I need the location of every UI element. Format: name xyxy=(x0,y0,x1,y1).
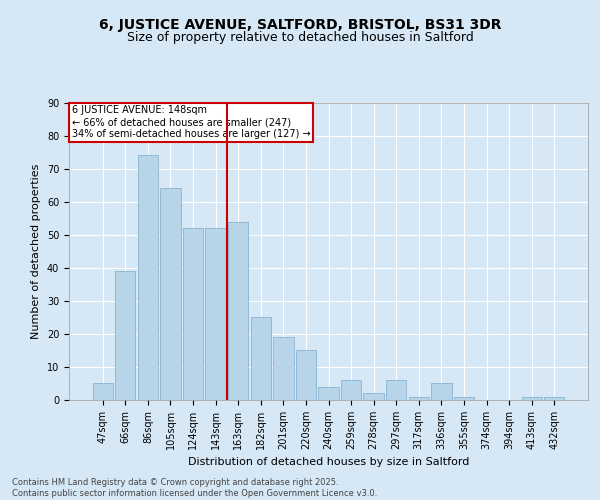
Bar xyxy=(205,228,226,400)
Text: Contains HM Land Registry data © Crown copyright and database right 2025.
Contai: Contains HM Land Registry data © Crown c… xyxy=(12,478,377,498)
Text: 6 JUSTICE AVENUE: 148sqm
← 66% of detached houses are smaller (247)
34% of semi-: 6 JUSTICE AVENUE: 148sqm ← 66% of detach… xyxy=(71,106,310,138)
Text: 6, JUSTICE AVENUE, SALTFORD, BRISTOL, BS31 3DR: 6, JUSTICE AVENUE, SALTFORD, BRISTOL, BS… xyxy=(99,18,501,32)
Text: Size of property relative to detached houses in Saltford: Size of property relative to detached ho… xyxy=(127,31,473,44)
Bar xyxy=(431,384,452,400)
Bar xyxy=(251,318,271,400)
Bar xyxy=(115,271,136,400)
Bar xyxy=(409,396,429,400)
Bar xyxy=(273,337,293,400)
X-axis label: Distribution of detached houses by size in Saltford: Distribution of detached houses by size … xyxy=(188,458,469,468)
Bar xyxy=(160,188,181,400)
Bar xyxy=(92,384,113,400)
Bar xyxy=(319,387,338,400)
Bar xyxy=(454,396,474,400)
Y-axis label: Number of detached properties: Number of detached properties xyxy=(31,164,41,339)
Bar xyxy=(296,350,316,400)
Bar xyxy=(386,380,406,400)
Bar xyxy=(228,222,248,400)
Bar xyxy=(341,380,361,400)
Bar xyxy=(521,396,542,400)
Bar xyxy=(183,228,203,400)
Bar xyxy=(364,394,384,400)
Bar xyxy=(138,156,158,400)
Bar xyxy=(544,396,565,400)
